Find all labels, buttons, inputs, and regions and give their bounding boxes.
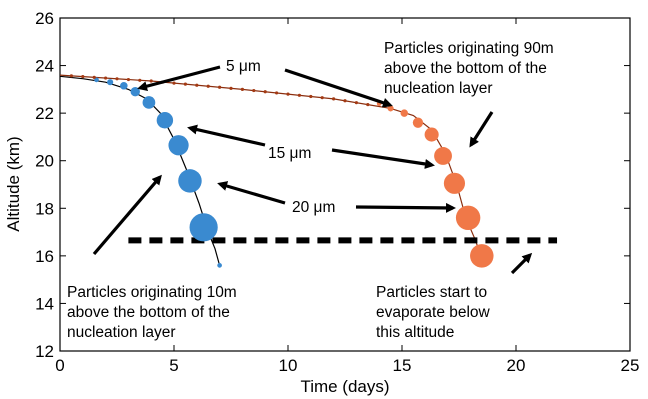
particle-orange-small [275, 91, 279, 95]
particle-orange [455, 205, 481, 231]
arrow-top-right [469, 111, 494, 148]
particle-orange [387, 105, 394, 112]
x-axis-label: Time (days) [300, 377, 389, 396]
particle-orange-small [320, 96, 324, 100]
particle-orange-small [343, 99, 347, 103]
particle-orange-small [126, 77, 130, 82]
particle-blue [189, 213, 218, 242]
particle-orange-small [354, 101, 358, 105]
particle-blue [107, 79, 114, 86]
particle-orange [434, 147, 452, 165]
label-20um: 20 μm [292, 199, 335, 216]
y-tick-label: 22 [35, 104, 54, 123]
annotation-top-right-line-2: above the bottom of the [384, 60, 547, 77]
particle-blue [94, 77, 99, 83]
particle-orange-small [115, 77, 119, 81]
particle-orange-small [69, 74, 73, 78]
x-tick-label: 20 [507, 356, 526, 375]
annotation-bottom-left-line-1: Particles originating 10m [67, 284, 237, 301]
annotation-bottom-right: Particles start to evaporate below this … [376, 284, 494, 341]
particle-orange-small [218, 85, 222, 89]
particle-blue [217, 263, 222, 268]
particle-blue [130, 87, 140, 97]
particle-orange-small [229, 86, 233, 90]
y-tick-label: 20 [35, 152, 54, 171]
y-tick-label: 14 [35, 294, 54, 313]
plot-frame [59, 17, 631, 352]
arrow-5um-left [137, 65, 221, 92]
particle-orange [424, 127, 439, 142]
label-15um: 15 μm [268, 145, 311, 162]
particle-orange-small [195, 83, 199, 87]
particle-blue [156, 112, 174, 129]
y-tick-label: 26 [35, 9, 54, 28]
y-tick-label: 16 [35, 247, 54, 266]
axis-ticks: 0 5 10 15 20 25 12 14 16 18 20 22 24 26 [35, 9, 639, 375]
particle-orange [400, 109, 409, 117]
arrow-bottom-left [92, 174, 162, 256]
particle-orange-small [297, 93, 301, 97]
particle-blue [178, 169, 202, 193]
particle-orange-small [332, 97, 336, 101]
particles [69, 74, 494, 268]
x-tick-label: 5 [169, 356, 178, 375]
particle-blue [168, 135, 189, 156]
y-tick-label: 18 [35, 199, 54, 218]
particle-orange-small [149, 79, 153, 83]
annotation-bottom-right-line-2: evaporate below [376, 304, 491, 321]
particle-orange-small [81, 74, 85, 79]
particle-orange-small [92, 75, 96, 79]
annotation-bottom-left-line-3: nucleation layer [67, 324, 176, 341]
annotation-arrows [92, 65, 533, 275]
annotation-bottom-right-line-3: this altitude [376, 324, 454, 341]
particle-orange [412, 117, 424, 128]
particle-orange [443, 172, 466, 194]
annotation-top-right-line-3: nucleation layer [384, 80, 493, 97]
particle-orange-small [172, 81, 176, 85]
particle-blue [142, 96, 156, 109]
particle-orange-small [286, 92, 290, 96]
x-tick-label: 25 [621, 356, 640, 375]
annotation-bottom-right-line-1: Particles start to [376, 284, 487, 301]
particle-orange-small [309, 94, 313, 99]
particle-orange-small [366, 102, 370, 107]
arrow-15um-left [187, 124, 266, 147]
particle-orange [470, 244, 494, 268]
annotation-top-right-line-1: Particles originating 90m [384, 40, 554, 57]
arrow-15um-right [331, 148, 435, 169]
particle-orange-small [263, 90, 267, 94]
particle-orange-small [104, 76, 108, 80]
trajectory-curves [59, 74, 483, 266]
particle-orange-small [206, 84, 210, 88]
arrow-20um-left [217, 181, 286, 205]
annotation-top-right: Particles originating 90m above the bott… [384, 40, 558, 97]
annotation-bottom-left: Particles originating 10m above the bott… [67, 284, 241, 341]
arrow-bottom-right [510, 252, 533, 275]
y-tick-label: 12 [35, 342, 54, 361]
trajectory-orange [59, 74, 483, 259]
particle-orange-small [138, 78, 142, 82]
annotation-bottom-left-line-2: above the bottom of the [67, 304, 230, 321]
particle-orange-small [183, 82, 187, 86]
y-axis-label: Altitude (km) [4, 136, 23, 231]
particle-orange-small [252, 88, 256, 93]
y-tick-label: 24 [35, 57, 54, 76]
label-5um: 5 μm [226, 58, 261, 75]
arrow-20um-right [355, 202, 456, 213]
arrow-5um-right [284, 68, 393, 108]
x-tick-label: 15 [393, 356, 412, 375]
particle-orange-small [240, 87, 244, 91]
x-tick-label: 10 [279, 356, 298, 375]
particle-blue [120, 82, 128, 90]
x-tick-label: 0 [55, 356, 64, 375]
